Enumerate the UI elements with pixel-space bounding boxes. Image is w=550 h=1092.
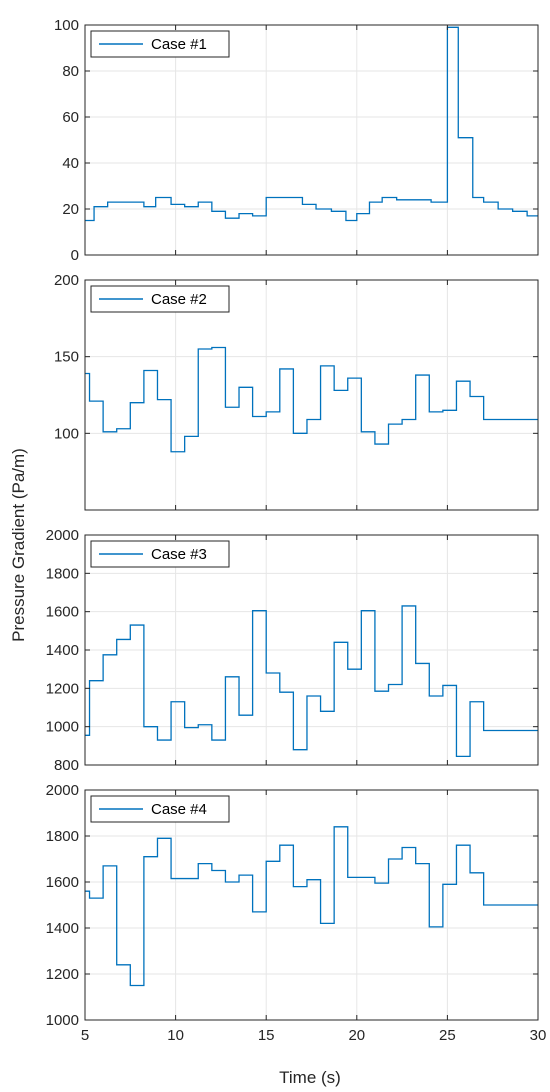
chart-panel-2: 100 150 200 Case #2 bbox=[54, 272, 539, 511]
legend-label: Case #4 bbox=[151, 801, 207, 818]
x-tick-label: 10 bbox=[167, 1027, 184, 1044]
y-tick-label: 100 bbox=[54, 425, 79, 442]
chart-panel-3: 800 1000 1200 1400 1600 1800 2000 Case #3 bbox=[46, 527, 539, 774]
y-tick-label: 1600 bbox=[46, 604, 79, 621]
y-tick-label: 40 bbox=[62, 155, 79, 172]
x-tick-label: 5 bbox=[81, 1027, 89, 1044]
y-tick-label: 200 bbox=[54, 272, 79, 289]
y-tick-label: 1000 bbox=[46, 1012, 79, 1029]
axes-box bbox=[84, 24, 539, 256]
legend: Case #4 bbox=[90, 795, 230, 823]
series-line bbox=[85, 346, 538, 453]
y-tick-label: 800 bbox=[54, 757, 79, 774]
y-tick-label: 2000 bbox=[46, 527, 79, 544]
y-tick-label: 80 bbox=[62, 63, 79, 80]
y-tick-label: 1400 bbox=[46, 642, 79, 659]
y-tick-label: 2000 bbox=[46, 782, 79, 799]
axes-box bbox=[84, 789, 539, 1021]
legend: Case #1 bbox=[90, 30, 230, 58]
y-tick-label: 20 bbox=[62, 201, 79, 218]
chart-panel-1: 0 20 40 60 80 100 Case #1 bbox=[54, 17, 539, 264]
x-tick-label: 15 bbox=[258, 1027, 275, 1044]
y-tick-label: 1200 bbox=[46, 966, 79, 983]
chart-panel-4: 1000 1200 1400 1600 1800 2000 5 10 15 20 25 30 Case … bbox=[46, 782, 547, 1044]
series-line bbox=[85, 826, 538, 987]
x-axis-label: Time (s) bbox=[279, 1068, 341, 1087]
plot-area bbox=[85, 790, 538, 1020]
series-line bbox=[85, 26, 538, 222]
legend: Case #3 bbox=[90, 540, 230, 568]
x-tick-label: 20 bbox=[348, 1027, 365, 1044]
legend-label: Case #3 bbox=[151, 546, 207, 563]
y-tick-label: 60 bbox=[62, 109, 79, 126]
y-tick-label: 150 bbox=[54, 349, 79, 366]
y-tick-label: 1000 bbox=[46, 719, 79, 736]
y-tick-label: 0 bbox=[71, 247, 79, 264]
y-tick-label: 100 bbox=[54, 17, 79, 34]
y-tick-label: 1800 bbox=[46, 828, 79, 845]
legend: Case #2 bbox=[90, 285, 230, 313]
axes-box bbox=[84, 279, 539, 511]
y-axis-label: Pressure Gradient (Pa/m) bbox=[9, 448, 28, 642]
y-tick-label: 1400 bbox=[46, 920, 79, 937]
y-tick-label: 1200 bbox=[46, 680, 79, 697]
legend-label: Case #2 bbox=[151, 291, 207, 308]
y-tick-label: 1600 bbox=[46, 874, 79, 891]
legend-label: Case #1 bbox=[151, 36, 207, 53]
x-tick-label: 25 bbox=[439, 1027, 456, 1044]
plot-area bbox=[85, 280, 538, 510]
legend-box bbox=[90, 540, 230, 568]
y-tick-label: 1800 bbox=[46, 565, 79, 582]
x-tick-label: 30 bbox=[530, 1027, 547, 1044]
series-line bbox=[85, 605, 538, 758]
plot-area bbox=[85, 25, 538, 255]
